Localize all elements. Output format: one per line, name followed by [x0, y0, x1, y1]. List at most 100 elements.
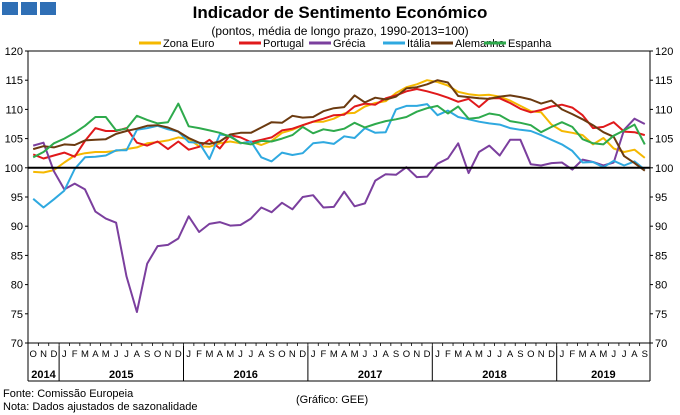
x-month-label: A	[341, 349, 348, 360]
x-month-label: A	[217, 349, 224, 360]
x-month-label: F	[569, 349, 575, 360]
x-month-label: A	[507, 349, 514, 360]
x-month-label: J	[114, 349, 119, 360]
y-tick-label-left: 75	[11, 309, 23, 321]
legend-label: Itália	[407, 38, 431, 50]
logo-block	[40, 2, 56, 15]
x-month-label: J	[560, 349, 565, 360]
x-month-label: O	[154, 349, 161, 360]
y-tick-label-right: 115	[655, 75, 673, 87]
logo	[2, 2, 56, 15]
x-month-label: J	[611, 349, 616, 360]
x-month-label: A	[134, 349, 141, 360]
y-tick-label-left: 120	[5, 46, 23, 58]
x-year-label: 2015	[109, 369, 133, 381]
x-month-label: J	[186, 349, 191, 360]
x-month-label: J	[238, 349, 243, 360]
x-year-label: 2018	[482, 369, 506, 381]
y-tick-label-right: 100	[655, 163, 673, 175]
x-month-label: J	[497, 349, 502, 360]
chart-credit: (Gráfico: GEE)	[296, 394, 369, 406]
series-line-itlia	[32, 103, 646, 209]
x-month-label: M	[205, 349, 213, 360]
x-month-label: D	[424, 349, 431, 360]
x-month-label: N	[413, 349, 420, 360]
x-month-label: S	[393, 349, 399, 360]
y-tick-label-right: 110	[655, 104, 673, 116]
x-month-label: S	[144, 349, 150, 360]
x-month-label: O	[403, 349, 410, 360]
chart-title: Indicador de Sentimento Económico	[192, 3, 488, 22]
x-month-label: D	[548, 349, 555, 360]
x-month-label: J	[487, 349, 492, 360]
y-tick-label-left: 110	[5, 104, 23, 116]
x-month-label: F	[445, 349, 451, 360]
x-year-label: 2017	[358, 369, 382, 381]
x-month-label: M	[81, 349, 89, 360]
legend-label: Espanha	[508, 38, 552, 50]
x-month-label: J	[622, 349, 627, 360]
plot-frame	[27, 50, 651, 344]
x-month-label: F	[321, 349, 327, 360]
y-tick-label-left: 85	[11, 250, 23, 262]
x-month-label: D	[50, 349, 57, 360]
x-month-label: A	[465, 349, 472, 360]
x-month-label: A	[92, 349, 99, 360]
logo-block	[21, 2, 37, 15]
legend-label: Zona Euro	[163, 38, 214, 50]
x-month-label: M	[579, 349, 587, 360]
series-line-portugal	[32, 88, 646, 160]
x-month-label: F	[196, 349, 202, 360]
x-year-label: 2016	[233, 369, 257, 381]
x-month-label: S	[268, 349, 274, 360]
x-month-label: A	[631, 349, 638, 360]
x-month-label: M	[599, 349, 607, 360]
x-month-label: J	[249, 349, 254, 360]
x-month-label: M	[330, 349, 338, 360]
x-month-label: J	[62, 349, 67, 360]
x-month-label: O	[527, 349, 534, 360]
y-tick-label-right: 70	[655, 338, 667, 350]
x-month-label: F	[72, 349, 78, 360]
y-tick-label-right: 105	[655, 134, 673, 146]
x-month-label: M	[454, 349, 462, 360]
legend-label: Alemanha	[455, 38, 505, 50]
x-month-label: D	[175, 349, 182, 360]
y-tick-label-right: 90	[655, 221, 667, 233]
y-tick-label-right: 95	[655, 192, 667, 204]
y-tick-label-left: 70	[11, 338, 23, 350]
source-note: Fonte: Comissão Europeia	[3, 388, 134, 400]
x-month-label: O	[278, 349, 285, 360]
x-month-label: N	[538, 349, 545, 360]
x-month-label: J	[363, 349, 368, 360]
series-line-alemanha	[32, 79, 646, 172]
logo-block	[2, 2, 18, 15]
x-month-label: D	[299, 349, 306, 360]
x-month-label: J	[124, 349, 129, 360]
x-month-label: M	[226, 349, 234, 360]
x-year-label: 2014	[31, 369, 56, 381]
adjustment-note: Nota: Dados ajustados de sazonalidade	[3, 401, 198, 413]
y-tick-label-left: 115	[5, 75, 23, 87]
y-tick-label-right: 120	[655, 46, 673, 58]
y-tick-label-right: 85	[655, 250, 667, 262]
x-month-label: J	[435, 349, 440, 360]
chart-subtitle: (pontos, média de longo prazo, 1990-2013…	[211, 24, 469, 38]
series-line-zonaeuro	[33, 79, 646, 174]
y-tick-label-left: 90	[11, 221, 23, 233]
legend-label: Portugal	[263, 38, 304, 50]
x-month-label: A	[590, 349, 597, 360]
x-month-label: A	[382, 349, 389, 360]
series-line-espanha	[32, 102, 646, 159]
y-tick-label-left: 80	[11, 280, 23, 292]
y-tick-label-right: 75	[655, 309, 667, 321]
x-month-label: A	[258, 349, 265, 360]
x-month-label: N	[165, 349, 172, 360]
y-tick-label-left: 95	[11, 192, 23, 204]
x-month-label: S	[517, 349, 523, 360]
x-month-label: N	[289, 349, 296, 360]
x-month-label: S	[642, 349, 648, 360]
legend-label: Grécia	[333, 38, 366, 50]
y-tick-label-left: 105	[5, 134, 23, 146]
